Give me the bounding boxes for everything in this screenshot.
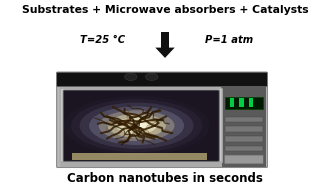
Bar: [249, 98, 253, 107]
Bar: [60, 161, 222, 167]
Bar: [72, 153, 207, 160]
Ellipse shape: [124, 73, 137, 81]
Ellipse shape: [107, 114, 166, 138]
Text: Substrates + Microwave absorbers + Catalysts: Substrates + Microwave absorbers + Catal…: [22, 5, 308, 15]
Text: abcde: abcde: [136, 156, 147, 160]
Bar: [59, 80, 265, 86]
Bar: [221, 86, 266, 167]
Ellipse shape: [89, 106, 184, 145]
Bar: [225, 126, 263, 132]
FancyBboxPatch shape: [224, 155, 263, 164]
Ellipse shape: [80, 103, 193, 149]
FancyBboxPatch shape: [60, 88, 222, 163]
Ellipse shape: [145, 73, 158, 81]
FancyBboxPatch shape: [57, 72, 267, 167]
Text: T=25 °C: T=25 °C: [80, 35, 125, 45]
Ellipse shape: [64, 96, 210, 155]
Ellipse shape: [99, 110, 175, 141]
Bar: [225, 97, 263, 109]
Ellipse shape: [131, 123, 143, 128]
Ellipse shape: [71, 99, 202, 152]
Polygon shape: [155, 48, 175, 58]
Ellipse shape: [125, 121, 148, 130]
Bar: [225, 117, 263, 122]
Bar: [230, 98, 234, 107]
FancyBboxPatch shape: [57, 72, 267, 87]
FancyBboxPatch shape: [63, 90, 219, 161]
Ellipse shape: [116, 117, 157, 134]
Bar: [239, 98, 244, 107]
Bar: [160, 32, 170, 48]
Bar: [225, 136, 263, 142]
Text: P=1 atm: P=1 atm: [205, 35, 253, 45]
Bar: [225, 146, 263, 151]
Text: Carbon nanotubes in seconds: Carbon nanotubes in seconds: [67, 172, 263, 184]
